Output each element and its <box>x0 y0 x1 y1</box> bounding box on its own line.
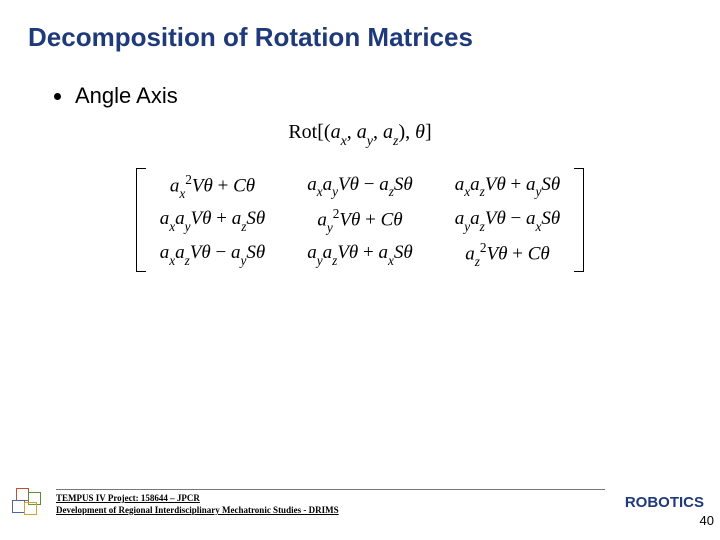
matrix-cell-2-2: az2Vθ + Cθ <box>455 240 561 268</box>
page-number: 40 <box>700 513 714 528</box>
footer-text: TEMPUS IV Project: 158644 – JPCR Develop… <box>56 489 605 515</box>
matrix-cell-1-0: axayVθ + azSθ <box>160 208 266 233</box>
left-bracket-icon <box>136 168 146 272</box>
bullet-text: Angle Axis <box>75 83 178 109</box>
slide-title: Decomposition of Rotation Matrices <box>0 0 720 61</box>
matrix-cell-0-0: ax2Vθ + Cθ <box>160 172 266 200</box>
footer-logo-icon <box>12 488 50 516</box>
right-bracket-icon <box>574 168 584 272</box>
footer-line-1: TEMPUS IV Project: 158644 – JPCR <box>56 493 605 503</box>
footer-line-2: Development of Regional Interdisciplinar… <box>56 505 605 515</box>
matrix-cell-1-1: ay2Vθ + Cθ <box>307 206 413 234</box>
slide-footer: TEMPUS IV Project: 158644 – JPCR Develop… <box>0 488 720 516</box>
formula-rot: Rot[(ax, ay, az), θ] <box>0 121 720 148</box>
matrix-cell-2-0: axazVθ − aySθ <box>160 242 266 267</box>
matrix-cell-0-1: axayVθ − azSθ <box>307 174 413 199</box>
bullet-dot-icon <box>54 93 61 100</box>
matrix-cell-2-1: ayazVθ + axSθ <box>307 242 413 267</box>
rotation-matrix: ax2Vθ + Cθ axayVθ − azSθ axazVθ + aySθ axay… <box>0 168 720 272</box>
footer-right-label: ROBOTICS <box>625 494 704 511</box>
matrix-cell-1-2: ayazVθ − axSθ <box>455 208 561 233</box>
matrix-cell-0-2: axazVθ + aySθ <box>455 174 561 199</box>
bullet-item: Angle Axis <box>0 61 720 109</box>
